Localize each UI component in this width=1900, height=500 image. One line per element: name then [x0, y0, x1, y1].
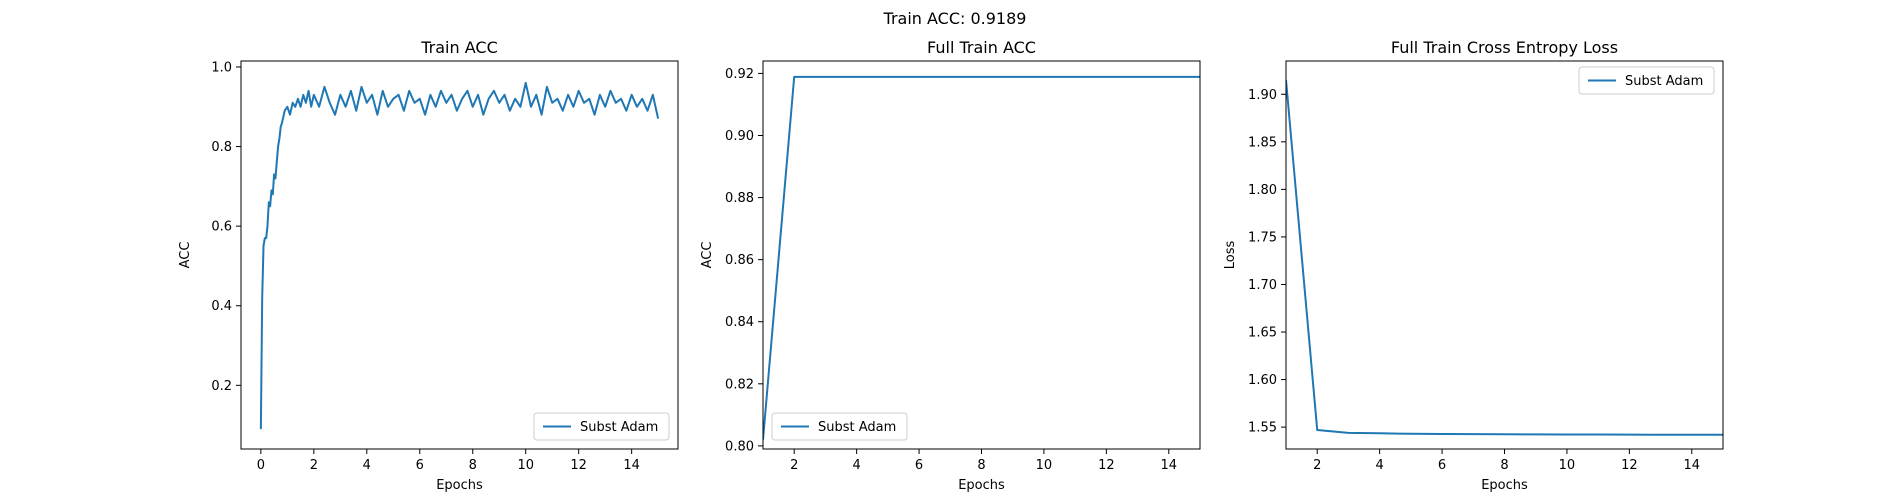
legend-box	[1578, 66, 1715, 95]
y-tick-label: 0.80	[725, 439, 754, 454]
series-line-1	[1286, 79, 1723, 436]
y-tick-label: 0.84	[725, 315, 754, 330]
charts-container: 0 2 4 6 8 10 12 14 0.2 0.4 0.6 0.8 1.0 Train ACC Epoch…	[178, 38, 1724, 493]
legend: Subst Adam	[771, 412, 908, 441]
chart-1: 0 2 4 6 8 10 12 14 0.2 0.4 0.6 0.8 1.0 Train ACC Epoch…	[178, 38, 679, 493]
y-axis-label: ACC	[700, 242, 715, 269]
chart-title: Full Train ACC	[927, 38, 1036, 57]
y-tick-label: 1.55	[1248, 421, 1277, 436]
y-tick-label: 0.86	[725, 253, 754, 268]
series-line-1	[763, 75, 1200, 440]
plot-frame	[240, 60, 679, 450]
x-tick-label: 4	[853, 458, 861, 473]
x-tick-label: 6	[416, 458, 424, 473]
x-tick-label: 2	[790, 458, 798, 473]
series-line-1	[259, 81, 660, 430]
x-tick-label: 12	[1098, 458, 1115, 473]
x-tick-label: 6	[915, 458, 923, 473]
y-tick-label: 1.60	[1248, 373, 1277, 388]
chart-2: 2 4 6 8 10 12 14 0.80 0.82 0.84 0.86 0.88 0.90 0.92 Fu…	[700, 38, 1201, 493]
x-tick-label: 10	[1036, 458, 1053, 473]
x-tick-label: 12	[1621, 458, 1638, 473]
chart-title: Train ACC	[420, 38, 497, 57]
y-tick-label: 1.65	[1248, 326, 1277, 341]
plot-frame	[1285, 60, 1724, 450]
y-tick-label: 0.90	[725, 129, 754, 144]
y-tick-label: 1.90	[1248, 88, 1277, 103]
x-tick-label: 2	[310, 458, 318, 473]
y-tick-label: 0.88	[725, 191, 754, 206]
chart-3: 2 4 6 8 10 12 14 1.55 1.60 1.65 1.70 1.75 1.80 1.85 1.…	[1223, 38, 1724, 493]
legend-label: Subst Adam	[1625, 74, 1703, 89]
x-tick-label: 12	[570, 458, 587, 473]
x-tick-label: 8	[977, 458, 985, 473]
x-axis-label: Epochs	[1481, 478, 1528, 493]
legend-label: Subst Adam	[580, 420, 658, 435]
y-tick-label: 0.92	[725, 67, 754, 82]
y-tick-label: 1.80	[1248, 183, 1277, 198]
x-axis-label: Epochs	[958, 478, 1005, 493]
x-axis-label: Epochs	[436, 478, 483, 493]
legend-box	[771, 412, 908, 441]
x-tick-label: 6	[1438, 458, 1446, 473]
y-tick-label: 0.82	[725, 377, 754, 392]
x-tick-label: 10	[1559, 458, 1576, 473]
y-tick-label: 0.2	[211, 379, 232, 394]
legend: Subst Adam	[1578, 66, 1715, 95]
y-tick-label: 1.70	[1248, 278, 1277, 293]
y-tick-label: 1.85	[1248, 135, 1277, 150]
plot-frame	[762, 60, 1201, 450]
y-tick-label: 0.8	[211, 140, 232, 155]
x-tick-label: 8	[469, 458, 477, 473]
x-tick-label: 10	[517, 458, 534, 473]
x-tick-label: 4	[363, 458, 371, 473]
y-axis-label: Loss	[1223, 241, 1238, 270]
x-tick-label: 14	[1161, 458, 1178, 473]
x-tick-label: 4	[1376, 458, 1384, 473]
y-tick-label: 0.4	[211, 299, 232, 314]
legend-box	[533, 412, 670, 441]
chart-title: Full Train Cross Entropy Loss	[1391, 38, 1618, 57]
y-tick-label: 1.0	[211, 60, 232, 75]
x-tick-label: 14	[623, 458, 640, 473]
x-tick-label: 8	[1500, 458, 1508, 473]
x-tick-label: 14	[1684, 458, 1701, 473]
legend: Subst Adam	[533, 412, 670, 441]
y-axis-label: ACC	[178, 242, 193, 269]
figure-suptitle: Train ACC: 0.9189	[883, 9, 1027, 28]
y-tick-label: 1.75	[1248, 230, 1277, 245]
legend-label: Subst Adam	[818, 420, 896, 435]
x-tick-label: 2	[1313, 458, 1321, 473]
x-tick-label: 0	[257, 458, 265, 473]
y-tick-label: 0.6	[211, 220, 232, 235]
